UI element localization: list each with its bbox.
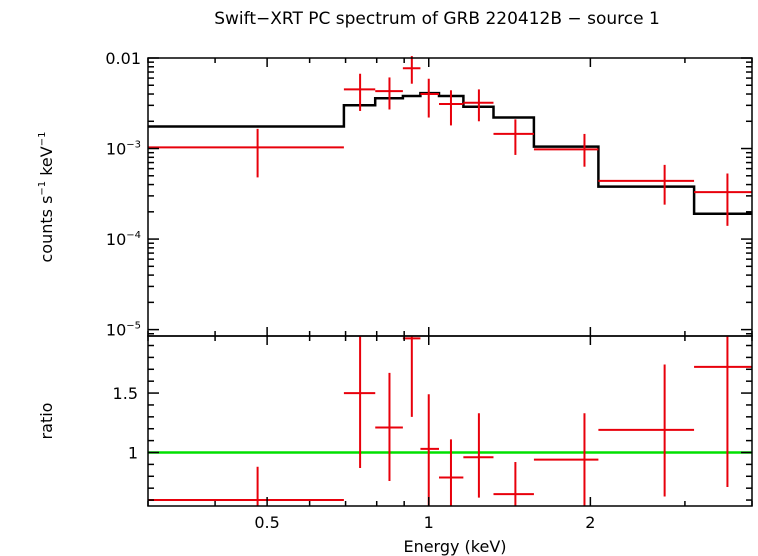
ratio-data-point-11 [694, 336, 752, 487]
ratio-data-point-8 [493, 462, 534, 506]
chart-title: Swift−XRT PC spectrum of GRB 220412B − s… [214, 9, 660, 29]
top-data-point-4 [402, 56, 421, 84]
ratio-data-point-6 [439, 439, 464, 506]
bottom-y-tick-label: 1.5 [113, 384, 138, 403]
ratio-data-point-7 [463, 413, 494, 498]
top-data-point-11 [694, 173, 752, 226]
top-data-point-1 [148, 128, 344, 178]
top-y-tick-label: 0.01 [105, 49, 141, 68]
top-data-point-3 [375, 77, 403, 110]
top-data-point-5 [420, 78, 440, 118]
ratio-data-point-9 [533, 413, 599, 506]
top-y-tick-label: 10−5 [106, 321, 141, 340]
x-tick-label: 1 [424, 513, 434, 532]
x-tick-label: 2 [585, 513, 595, 532]
ratio-data-point-4 [402, 336, 421, 417]
top-y-tick-label: 10−4 [106, 230, 141, 249]
top-y-axis-label: counts s−1 keV−1 [37, 132, 56, 263]
x-tick-label: 0.5 [254, 513, 279, 532]
top-y-tick-label: 10−3 [106, 140, 141, 159]
ratio-data-point-1 [148, 466, 344, 506]
ratio-data-point-5 [420, 394, 440, 506]
top-panel: 0.01 10−3 10−4 10−5 [105, 49, 753, 340]
bottom-y-tick-label: 1 [128, 444, 138, 463]
bottom-y-axis-label: ratio [37, 403, 56, 440]
bottom-plot-frame [147, 335, 753, 507]
ratio-data-point-2 [343, 336, 376, 468]
bottom-panel: 0.5 1 2 1 1.5 [113, 58, 753, 532]
top-data-point-8 [493, 119, 534, 155]
top-data-point-6 [439, 90, 464, 126]
top-data-point-9 [533, 133, 599, 167]
top-data-point-10 [598, 164, 695, 205]
top-data-point-2 [343, 73, 376, 111]
x-axis-label: Energy (keV) [403, 537, 506, 556]
top-data-point-7 [463, 89, 494, 122]
ratio-data-point-3 [375, 372, 403, 482]
ratio-data-point-10 [598, 364, 695, 497]
